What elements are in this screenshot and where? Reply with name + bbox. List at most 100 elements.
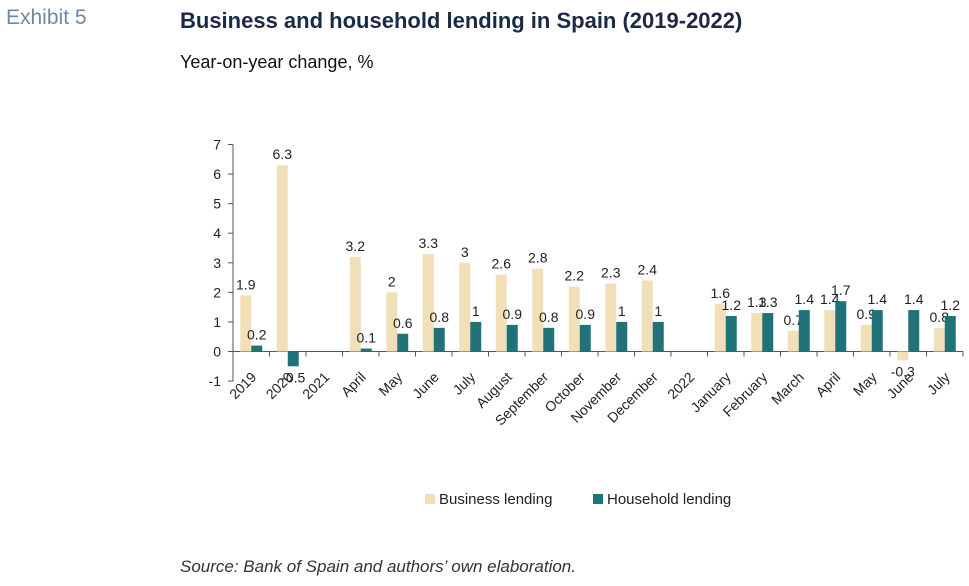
y-tick-label: 3 <box>213 255 221 271</box>
household-lending-bar <box>652 321 664 352</box>
business-lending-value-label: 1.3 <box>747 294 767 310</box>
business-lending-value-label: 3.3 <box>419 235 439 251</box>
business-lending-bar <box>495 274 507 352</box>
exhibit-label: Exhibit 5 <box>6 6 87 29</box>
household-lending-bar <box>579 324 591 352</box>
household-lending-value-label: 1 <box>618 303 626 319</box>
business-lending-value-label: 3 <box>461 244 469 260</box>
household-lending-bar <box>762 313 774 352</box>
x-category-label: 2022 <box>664 369 697 402</box>
x-category-label: March <box>768 369 807 408</box>
legend-label-household: Household lending <box>607 491 731 508</box>
household-lending-value-label: 1.2 <box>722 297 742 313</box>
business-lending-bar <box>714 304 726 352</box>
household-lending-bar <box>871 310 883 352</box>
business-lending-bar <box>933 327 945 352</box>
x-category-label: April <box>338 369 369 400</box>
x-category-label: May <box>375 369 405 399</box>
household-lending-value-label: 0.8 <box>430 309 450 325</box>
chart-title: Business and household lending in Spain … <box>180 8 743 33</box>
y-tick-label: 0 <box>213 344 221 360</box>
y-tick-label: 6 <box>213 166 221 182</box>
business-lending-value-label: 6.3 <box>273 146 293 162</box>
household-lending-value-label: 0.9 <box>576 306 596 322</box>
household-lending-bar <box>908 310 920 352</box>
x-category-label: June <box>409 369 442 402</box>
household-lending-bar <box>616 321 628 352</box>
household-lending-value-label: 1.4 <box>868 291 888 307</box>
business-lending-value-label: 1.6 <box>711 285 731 301</box>
household-lending-bar <box>470 321 482 352</box>
x-category-label: May <box>850 369 880 399</box>
y-tick-label: 4 <box>213 225 221 241</box>
x-category-label: 2019 <box>226 369 259 402</box>
business-lending-value-label: 3.2 <box>346 238 366 254</box>
household-lending-value-label: 1.2 <box>941 297 961 313</box>
business-lending-bar <box>568 286 580 352</box>
business-lending-value-label: -0.3 <box>891 363 915 379</box>
business-lending-value-label: 2.4 <box>638 262 658 278</box>
household-lending-bar <box>506 324 518 352</box>
business-lending-bar <box>897 351 909 361</box>
household-lending-value-label: 1.4 <box>904 291 924 307</box>
household-lending-value-label: -0.5 <box>281 369 305 385</box>
y-tick-label: 2 <box>213 284 221 300</box>
legend-label-business: Business lending <box>439 491 552 508</box>
legend-swatch-household <box>593 494 603 504</box>
x-category-label: July <box>449 369 478 398</box>
household-lending-bar <box>835 301 847 352</box>
y-tick-label: 7 <box>213 137 221 153</box>
business-lending-value-label: 1.4 <box>820 291 840 307</box>
household-lending-bar <box>360 348 372 352</box>
household-lending-bar <box>287 351 299 367</box>
business-lending-bar <box>605 283 617 352</box>
household-lending-value-label: 1.7 <box>831 282 851 298</box>
business-lending-bar <box>787 330 799 352</box>
household-lending-value-label: 0.6 <box>393 315 413 331</box>
household-lending-value-label: 1 <box>472 303 480 319</box>
household-lending-bar <box>433 327 445 352</box>
household-lending-value-label: 1 <box>654 303 662 319</box>
household-lending-bar <box>944 316 956 352</box>
business-lending-value-label: 1.9 <box>236 276 256 292</box>
business-lending-bar <box>422 253 434 352</box>
chart-subtitle: Year-on-year change, % <box>180 52 374 72</box>
y-tick-label: 5 <box>213 196 221 212</box>
y-tick-label: 1 <box>213 314 221 330</box>
business-lending-value-label: 2.3 <box>601 264 621 280</box>
business-lending-bar <box>860 324 872 352</box>
business-lending-value-label: 2.6 <box>492 256 512 272</box>
household-lending-value-label: 1.3 <box>758 294 778 310</box>
business-lending-bar <box>641 280 653 352</box>
business-lending-value-label: 0.7 <box>784 312 804 328</box>
household-lending-bar <box>543 327 555 352</box>
household-lending-bar <box>725 316 737 352</box>
household-lending-bar <box>397 333 409 352</box>
business-lending-value-label: 0.9 <box>857 306 877 322</box>
legend-swatch-business <box>425 494 435 504</box>
business-lending-bar <box>751 313 763 352</box>
business-lending-bar <box>386 292 398 352</box>
household-lending-value-label: 0.8 <box>539 309 559 325</box>
x-category-label: April <box>812 369 843 400</box>
business-lending-bar <box>459 262 471 352</box>
household-lending-bar <box>798 310 810 352</box>
business-lending-value-label: 2.8 <box>528 250 548 266</box>
y-tick-label: -1 <box>209 373 222 389</box>
business-lending-bar <box>824 310 836 352</box>
business-lending-bar <box>276 165 288 352</box>
business-lending-value-label: 2 <box>388 273 396 289</box>
household-lending-value-label: 0.1 <box>357 330 377 346</box>
household-lending-bar <box>251 345 263 352</box>
source-note: Source: Bank of Spain and authors’ own e… <box>180 557 576 576</box>
household-lending-value-label: 0.9 <box>503 306 523 322</box>
household-lending-value-label: 0.2 <box>247 327 267 343</box>
household-lending-value-label: 1.4 <box>795 291 815 307</box>
business-lending-value-label: 0.8 <box>930 309 950 325</box>
business-lending-bar <box>532 268 544 352</box>
business-lending-bar <box>349 256 361 352</box>
business-lending-value-label: 2.2 <box>565 267 585 283</box>
x-category-label: July <box>924 369 953 398</box>
business-lending-bar <box>240 295 252 352</box>
